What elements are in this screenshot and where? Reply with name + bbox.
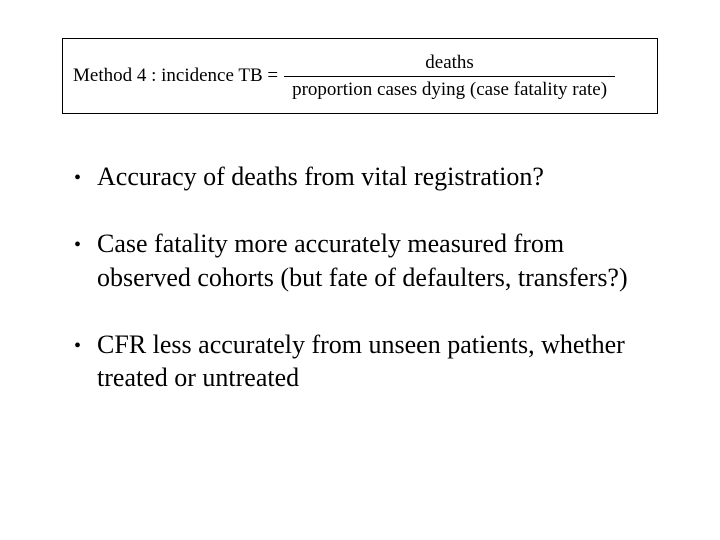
- formula-denominator: proportion cases dying (case fatality ra…: [284, 77, 615, 101]
- bullet-text: CFR less accurately from unseen patients…: [97, 328, 664, 395]
- list-item: • CFR less accurately from unseen patien…: [74, 328, 664, 395]
- formula-numerator: deaths: [284, 52, 615, 77]
- bullet-dot: •: [74, 166, 81, 192]
- bullet-list: • Accuracy of deaths from vital registra…: [74, 160, 664, 428]
- formula-fraction: deaths proportion cases dying (case fata…: [284, 52, 615, 101]
- bullet-dot: •: [74, 233, 81, 259]
- bullet-text: Accuracy of deaths from vital registrati…: [97, 160, 664, 193]
- formula-label: Method 4 : incidence TB =: [73, 65, 278, 87]
- formula-box: Method 4 : incidence TB = deaths proport…: [62, 38, 658, 114]
- list-item: • Accuracy of deaths from vital registra…: [74, 160, 664, 193]
- bullet-text: Case fatality more accurately measured f…: [97, 227, 664, 294]
- list-item: • Case fatality more accurately measured…: [74, 227, 664, 294]
- bullet-dot: •: [74, 334, 81, 360]
